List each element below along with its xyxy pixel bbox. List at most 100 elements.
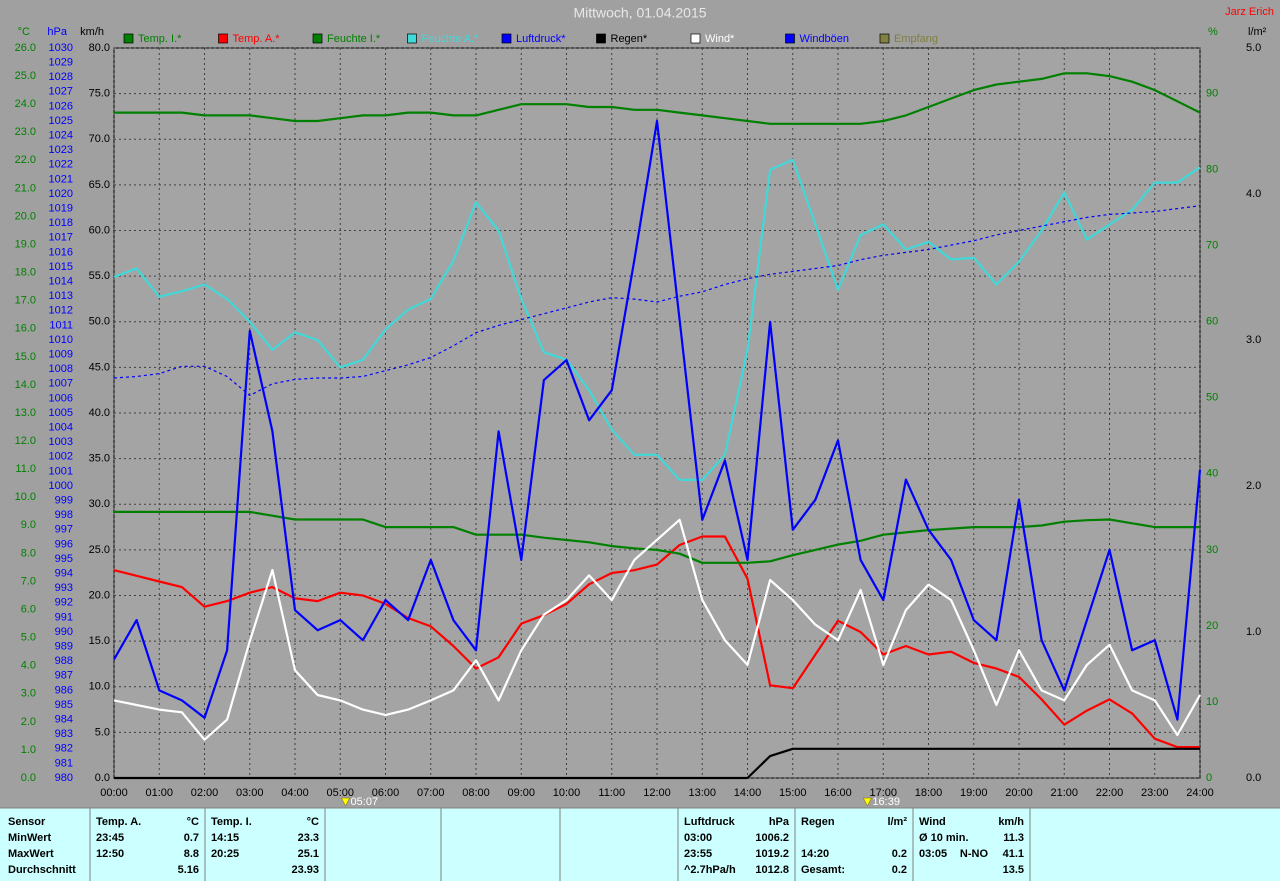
y-tick-label: 30.0 — [89, 498, 110, 510]
y-tick-label: 982 — [55, 743, 73, 755]
y-tick-label: 1029 — [49, 57, 73, 69]
y-tick-label: 980 — [55, 772, 73, 784]
legend-swatch — [501, 33, 512, 44]
table-cell: 13.5 — [1003, 864, 1024, 876]
y-tick-label: 985 — [55, 699, 73, 711]
table-cell: 20:25 — [211, 848, 239, 860]
y-tick-label: 45.0 — [89, 361, 110, 373]
axis-unit: l/m² — [1248, 26, 1267, 38]
y-tick-label: 75.0 — [89, 88, 110, 100]
y-tick-label: 981 — [55, 757, 73, 769]
table-cell: 03:00 — [684, 832, 712, 844]
table-cell: 12:50 — [96, 848, 124, 860]
table-cell: 0.2 — [892, 848, 907, 860]
y-tick-label: 997 — [55, 524, 73, 536]
y-tick-label: 50 — [1206, 392, 1218, 404]
y-tick-label: 4.0 — [21, 660, 36, 672]
legend-label: Wind* — [705, 33, 735, 45]
y-tick-label: 1021 — [49, 173, 73, 185]
group-unit: hPa — [769, 816, 790, 828]
row-label: Sensor — [8, 816, 46, 828]
y-tick-label: 60 — [1206, 316, 1218, 328]
y-tick-label: 993 — [55, 582, 73, 594]
y-tick-label: 16.0 — [15, 323, 36, 335]
y-tick-label: 1007 — [49, 378, 73, 390]
x-tick-label: 13:00 — [688, 787, 716, 799]
x-tick-label: 09:00 — [507, 787, 535, 799]
y-tick-label: 1024 — [49, 130, 73, 142]
axis-unit: % — [1208, 26, 1218, 38]
table-cell: 41.1 — [1003, 848, 1024, 860]
table-cell: 0.7 — [184, 832, 199, 844]
y-tick-label: 4.0 — [1246, 188, 1261, 200]
series-line — [113, 535, 1200, 749]
x-tick-label: 10:00 — [553, 787, 581, 799]
y-tick-label: 0.0 — [95, 772, 110, 784]
y-tick-label: 20.0 — [15, 210, 36, 222]
series-line — [114, 747, 1200, 780]
group-unit: l/m² — [887, 816, 907, 828]
y-tick-label: 10 — [1206, 696, 1218, 708]
y-tick-label: 70.0 — [89, 133, 110, 145]
y-tick-label: 987 — [55, 670, 73, 682]
y-tick-label: 5.0 — [95, 726, 110, 738]
y-tick-label: 0 — [1206, 772, 1212, 784]
y-tick-label: 984 — [55, 714, 73, 726]
y-tick-label: 1022 — [49, 159, 73, 171]
y-tick-label: 14.0 — [15, 379, 36, 391]
x-tick-label: 18:00 — [915, 787, 943, 799]
table-cell: 1019.2 — [755, 848, 789, 860]
y-tick-label: 90 — [1206, 88, 1218, 100]
x-tick-label: 01:00 — [145, 787, 173, 799]
sun-label: 05:07 — [351, 796, 379, 808]
y-tick-label: 1020 — [49, 188, 73, 200]
y-tick-label: 998 — [55, 509, 73, 521]
y-tick-label: 2.0 — [21, 716, 36, 728]
y-tick-label: 1003 — [49, 436, 73, 448]
legend-label: Feuchte A.* — [422, 33, 480, 45]
y-tick-label: 1002 — [49, 451, 73, 463]
y-tick-label: 21.0 — [15, 182, 36, 194]
y-tick-label: 989 — [55, 641, 73, 653]
y-tick-label: 1000 — [49, 480, 73, 492]
y-tick-label: 996 — [55, 538, 73, 550]
table-cell: N-NO — [960, 848, 989, 860]
y-tick-label: 1026 — [49, 100, 73, 112]
y-tick-label: 1004 — [49, 422, 73, 434]
x-tick-label: 23:00 — [1141, 787, 1169, 799]
y-tick-label: 983 — [55, 728, 73, 740]
group-title: Temp. I. — [211, 816, 252, 828]
legend-swatch — [879, 33, 890, 44]
row-label: Durchschnitt — [8, 864, 76, 876]
table-cell: 14:20 — [801, 848, 829, 860]
legend-swatch — [218, 33, 228, 44]
sun-marker — [341, 797, 350, 807]
y-tick-label: 6.0 — [21, 603, 36, 615]
legend-swatch — [596, 33, 606, 44]
y-tick-label: 986 — [55, 684, 73, 696]
y-tick-label: 1023 — [49, 144, 73, 156]
y-tick-label: 25.0 — [15, 70, 36, 82]
y-tick-label: 1005 — [49, 407, 73, 419]
table-cell: 23.93 — [291, 864, 319, 876]
y-tick-label: 1030 — [49, 42, 73, 54]
y-tick-label: 991 — [55, 611, 73, 623]
table-cell: Gesamt: — [801, 864, 845, 876]
y-tick-label: 15.0 — [89, 635, 110, 647]
y-tick-label: 10.0 — [15, 491, 36, 503]
y-tick-label: 1014 — [49, 276, 73, 288]
sun-label: 16:39 — [872, 796, 900, 808]
y-tick-label: 992 — [55, 597, 73, 609]
sun-marker — [863, 797, 872, 807]
y-tick-label: 60.0 — [89, 224, 110, 236]
y-tick-label: 2.0 — [1246, 480, 1261, 492]
x-tick-label: 16:00 — [824, 787, 852, 799]
legend-label: Regen* — [611, 33, 648, 45]
y-tick-label: 1028 — [49, 71, 73, 83]
y-tick-label: 3.0 — [1246, 334, 1261, 346]
series-line — [114, 510, 1200, 564]
y-tick-label: 65.0 — [89, 179, 110, 191]
y-tick-label: 988 — [55, 655, 73, 667]
y-tick-label: 999 — [55, 495, 73, 507]
